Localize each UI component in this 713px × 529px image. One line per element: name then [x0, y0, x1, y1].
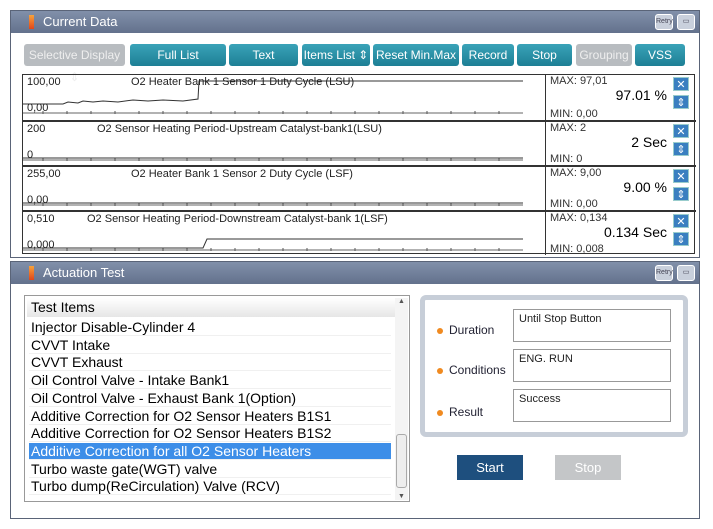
- list-item[interactable]: Turbo waste gate(WGT) valve: [29, 461, 391, 478]
- retry-icon[interactable]: Retry: [655, 14, 673, 30]
- list-item[interactable]: Additive Correction for O2 Sensor Heater…: [29, 425, 391, 443]
- test-items-list[interactable]: Test Items Injector Disable-Cylinder 4 CV…: [24, 295, 410, 502]
- scale-top: 200: [27, 123, 46, 135]
- scale-bottom: 0,000: [27, 239, 55, 251]
- min-value: MIN: 0,00: [550, 108, 598, 120]
- result-label: Result: [437, 405, 483, 419]
- graph-trace: [23, 238, 523, 249]
- scale-bottom: 0,00: [27, 102, 49, 114]
- duration-field: Until Stop Button: [513, 309, 671, 342]
- current-value: 97.01 %: [615, 87, 667, 103]
- move-updown-icon[interactable]: ⇕: [673, 187, 689, 201]
- max-value: MAX: 0,134: [550, 212, 608, 224]
- scale-bottom: 0,00: [27, 194, 49, 206]
- header-marker-icon: [29, 266, 34, 280]
- result-field: Success: [513, 389, 671, 422]
- move-updown-icon[interactable]: ⇕: [673, 142, 689, 156]
- toolbar-button[interactable]: Text: [229, 44, 298, 66]
- toolbar-button[interactable]: VSS: [635, 44, 685, 66]
- scale-top: 255,00: [27, 168, 61, 180]
- parameter-name: O2 Heater Bank 1 Sensor 2 Duty Cycle (LS…: [131, 168, 353, 180]
- move-updown-icon[interactable]: ⇕: [673, 95, 689, 109]
- graph-trace: [23, 80, 523, 105]
- duration-label: Duration: [437, 323, 494, 337]
- scrollbar-thumb[interactable]: [396, 434, 407, 488]
- scale-top: 0,510: [27, 213, 55, 225]
- close-icon[interactable]: ✕: [673, 77, 689, 91]
- toolbar-button[interactable]: Grouping: [576, 44, 632, 66]
- toolbar-button[interactable]: Reset Min.Max: [373, 44, 459, 66]
- parameter-name: O2 Sensor Heating Period-Downstream Cata…: [87, 213, 388, 225]
- close-icon[interactable]: ✕: [673, 124, 689, 138]
- value-box: MAX: 9,00 9.00 % MIN: 0,00: [547, 167, 671, 210]
- toolbar-button[interactable]: Full List: [130, 44, 226, 66]
- mini-graph: 0,510 0,000 O2 Sensor Heating Period-Dow…: [23, 212, 546, 255]
- stop-button[interactable]: Stop: [555, 455, 621, 480]
- list-item[interactable]: Oil Control Valve - Exhaust Bank 1(Optio…: [29, 390, 391, 407]
- max-value: MAX: 2: [550, 122, 587, 134]
- toolbar-button[interactable]: Selective Display ⇕: [24, 44, 125, 84]
- retry-icon[interactable]: Retry: [655, 265, 673, 281]
- list-item[interactable]: Injector Disable-Cylinder 4: [29, 319, 391, 336]
- move-updown-icon[interactable]: ⇕: [673, 232, 689, 246]
- current-value: 0.134 Sec: [603, 224, 667, 240]
- min-value: MIN: 0: [550, 153, 583, 165]
- maximize-icon[interactable]: ▭: [677, 14, 695, 30]
- current-data-title: Current Data: [43, 14, 118, 29]
- parameter-name: O2 Sensor Heating Period-Upstream Cataly…: [97, 123, 382, 135]
- conditions-label: Conditions: [437, 363, 506, 377]
- close-icon[interactable]: ✕: [673, 214, 689, 228]
- current-value: 2 Sec: [631, 134, 667, 150]
- close-icon[interactable]: ✕: [673, 169, 689, 183]
- actuation-header: Actuation Test Retry ▭: [11, 262, 699, 284]
- list-item[interactable]: Additive Correction for O2 Sensor Heater…: [29, 408, 391, 425]
- data-row: 255,00 0,00 O2 Heater Bank 1 Sensor 2 Du…: [23, 165, 696, 210]
- header-marker-icon: [29, 15, 34, 29]
- scale-bottom: 0: [27, 149, 34, 161]
- mini-graph: 100,00 0,00 O2 Heater Bank 1 Sensor 1 Du…: [23, 75, 546, 120]
- toolbar-button[interactable]: Record: [462, 44, 514, 66]
- data-row: 200 0 O2 Sensor Heating Period-Upstream …: [23, 120, 696, 165]
- min-value: MIN: 0,00: [550, 198, 598, 210]
- mini-graph: 255,00 0,00 O2 Heater Bank 1 Sensor 2 Du…: [23, 167, 546, 210]
- start-button[interactable]: Start: [457, 455, 523, 480]
- list-item[interactable]: CVVT Intake: [29, 337, 391, 354]
- list-item[interactable]: Oil Control Valve - Intake Bank1: [29, 372, 391, 390]
- parameter-name: O2 Heater Bank 1 Sensor 1 Duty Cycle (LS…: [131, 76, 355, 88]
- actuation-info-panel: Duration Until Stop Button Conditions EN…: [420, 295, 688, 437]
- maximize-icon[interactable]: ▭: [677, 265, 695, 281]
- value-box: MAX: 97,01 97.01 % MIN: 0,00: [547, 75, 671, 120]
- mini-graph: 200 0 O2 Sensor Heating Period-Upstream …: [23, 122, 546, 165]
- toolbar-button[interactable]: Items List ⇕: [302, 44, 370, 66]
- toolbar-button[interactable]: Stop: [517, 44, 572, 66]
- value-box: MAX: 0,134 0.134 Sec MIN: 0,008: [547, 212, 671, 255]
- value-box: MAX: 2 2 Sec MIN: 0: [547, 122, 671, 165]
- current-data-header: Current Data Retry ▭: [11, 11, 699, 33]
- list-header: Test Items: [27, 298, 395, 317]
- data-panel: 100,00 0,00 O2 Heater Bank 1 Sensor 1 Du…: [22, 74, 696, 255]
- list-item[interactable]: CVVT Exhaust: [29, 354, 391, 372]
- max-value: MAX: 97,01: [550, 75, 608, 87]
- conditions-field: ENG. RUN: [513, 349, 671, 382]
- data-row: 0,510 0,000 O2 Sensor Heating Period-Dow…: [23, 210, 696, 255]
- actuation-title: Actuation Test: [43, 265, 125, 280]
- min-value: MIN: 0,008: [550, 243, 604, 255]
- list-item[interactable]: Turbo dump(ReCirculation) Valve (RCV): [29, 478, 391, 496]
- current-value: 9.00 %: [623, 179, 667, 195]
- scrollbar[interactable]: ▲ ▼: [395, 298, 408, 500]
- scale-top: 100,00: [27, 76, 61, 88]
- max-value: MAX: 9,00: [550, 167, 602, 179]
- list-item[interactable]: Additive Correction for all O2 Sensor He…: [29, 442, 391, 460]
- data-row: 100,00 0,00 O2 Heater Bank 1 Sensor 1 Du…: [23, 75, 696, 120]
